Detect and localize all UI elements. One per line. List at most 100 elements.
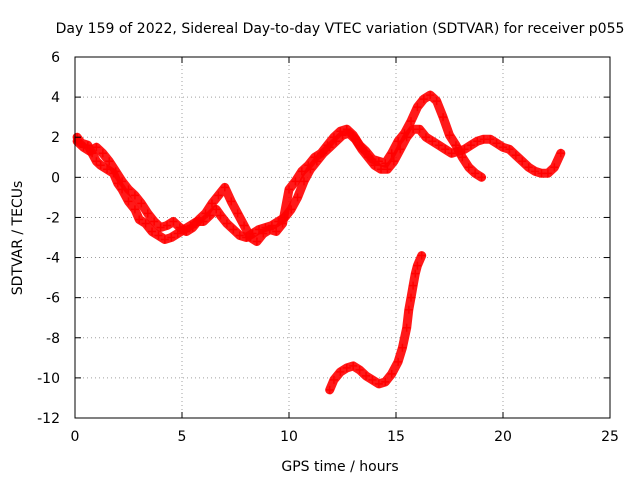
data-point-marker bbox=[499, 143, 507, 152]
y-axis-label: SDTVAR / TECUs bbox=[10, 181, 26, 296]
data-point-marker bbox=[432, 97, 441, 106]
y-tick-label: 6 bbox=[51, 50, 60, 66]
data-point-marker bbox=[92, 157, 101, 166]
data-point-marker bbox=[124, 197, 133, 206]
data-point-marker bbox=[227, 197, 236, 206]
data-point-marker bbox=[400, 129, 409, 138]
data-point-marker bbox=[524, 163, 533, 172]
data-point-marker bbox=[387, 149, 396, 158]
data-point-marker bbox=[394, 137, 403, 146]
data-point-marker bbox=[411, 269, 420, 278]
x-axis-label: GPS time / hours bbox=[281, 459, 398, 475]
y-tick-label: -2 bbox=[46, 210, 60, 226]
x-tick-label: 20 bbox=[494, 429, 512, 445]
data-point-marker bbox=[471, 169, 480, 178]
data-point-marker bbox=[518, 157, 527, 166]
data-point-marker bbox=[387, 369, 396, 378]
data-point-marker bbox=[336, 127, 345, 136]
data-point-marker bbox=[141, 219, 150, 228]
y-tick-label: 0 bbox=[51, 170, 60, 186]
data-point-marker bbox=[441, 145, 450, 154]
data-point-marker bbox=[362, 371, 371, 380]
data-point-marker bbox=[265, 225, 274, 234]
y-tick-label: 2 bbox=[51, 130, 60, 146]
data-point-marker bbox=[473, 137, 482, 146]
data-point-marker bbox=[156, 223, 165, 232]
data-point-marker bbox=[233, 209, 242, 218]
data-point-marker bbox=[374, 379, 383, 388]
data-point-marker bbox=[214, 191, 223, 200]
data-point-marker bbox=[368, 375, 377, 384]
data-point-marker bbox=[355, 141, 364, 150]
data-point-marker bbox=[111, 167, 120, 176]
data-point-marker bbox=[362, 147, 371, 156]
grid-lines bbox=[75, 57, 610, 418]
data-point-marker bbox=[492, 139, 501, 148]
data-point-marker bbox=[195, 215, 204, 224]
data-point-marker bbox=[240, 221, 249, 230]
data-point-marker bbox=[419, 95, 428, 104]
data-point-marker bbox=[143, 209, 152, 218]
data-point-marker bbox=[169, 217, 178, 226]
data-point-marker bbox=[212, 205, 221, 214]
data-point-marker bbox=[188, 223, 197, 232]
data-point-marker bbox=[451, 141, 460, 150]
data-point-marker bbox=[96, 161, 105, 170]
data-point-marker bbox=[404, 305, 413, 314]
data-point-marker bbox=[73, 137, 82, 146]
plot-frame bbox=[74, 56, 611, 419]
data-point-marker bbox=[349, 361, 358, 370]
data-point-marker bbox=[550, 163, 559, 172]
data-point-marker bbox=[426, 91, 435, 100]
data-point-marker bbox=[531, 167, 540, 176]
x-tick-label: 10 bbox=[280, 429, 298, 445]
data-point-marker bbox=[220, 183, 229, 192]
data-point-marker bbox=[291, 177, 300, 186]
data-point-marker bbox=[413, 103, 422, 112]
y-tick-label: -8 bbox=[46, 331, 60, 347]
data-point-marker bbox=[458, 153, 467, 162]
data-point-marker bbox=[137, 199, 146, 208]
data-point-marker bbox=[175, 223, 184, 232]
data-point-marker bbox=[466, 141, 475, 150]
chart-title: Day 159 of 2022, Sidereal Day-to-day VTE… bbox=[56, 21, 625, 37]
series-trace bbox=[72, 90, 487, 246]
x-tick-label: 15 bbox=[387, 429, 405, 445]
data-point-marker bbox=[154, 231, 163, 240]
data-point-marker bbox=[445, 131, 454, 140]
data-point-marker bbox=[556, 149, 565, 158]
data-point-marker bbox=[464, 163, 473, 172]
data-point-marker bbox=[130, 191, 139, 200]
data-point-marker bbox=[135, 215, 144, 224]
data-point-marker bbox=[201, 209, 210, 218]
x-tick-label: 0 bbox=[71, 429, 80, 445]
data-point-marker bbox=[325, 385, 334, 394]
data-point-marker bbox=[505, 145, 514, 154]
data-point-marker bbox=[317, 149, 326, 158]
data-point-marker bbox=[130, 205, 139, 214]
data-point-marker bbox=[398, 343, 407, 352]
data-point-marker bbox=[98, 149, 107, 158]
data-point-marker bbox=[374, 157, 383, 166]
data-point-marker bbox=[118, 177, 127, 186]
data-point-marker bbox=[285, 185, 293, 194]
y-tick-label: -6 bbox=[46, 291, 60, 307]
data-point-marker bbox=[92, 143, 101, 152]
data-point-marker bbox=[259, 229, 268, 238]
data-point-marker bbox=[85, 147, 94, 156]
data-point-marker bbox=[417, 251, 426, 260]
data-point-marker bbox=[323, 141, 332, 150]
data-point-marker bbox=[342, 363, 351, 372]
data-point-marker bbox=[293, 193, 302, 202]
data-point-marker bbox=[406, 117, 415, 126]
data-point-marker bbox=[447, 149, 456, 158]
data-point-marker bbox=[207, 199, 216, 208]
data-point-marker bbox=[160, 235, 169, 244]
data-point-marker bbox=[342, 125, 351, 134]
y-tick-label: -10 bbox=[37, 371, 60, 387]
data-point-marker bbox=[216, 211, 225, 220]
data-point-marker bbox=[355, 365, 364, 374]
data-point-marker bbox=[297, 167, 306, 176]
